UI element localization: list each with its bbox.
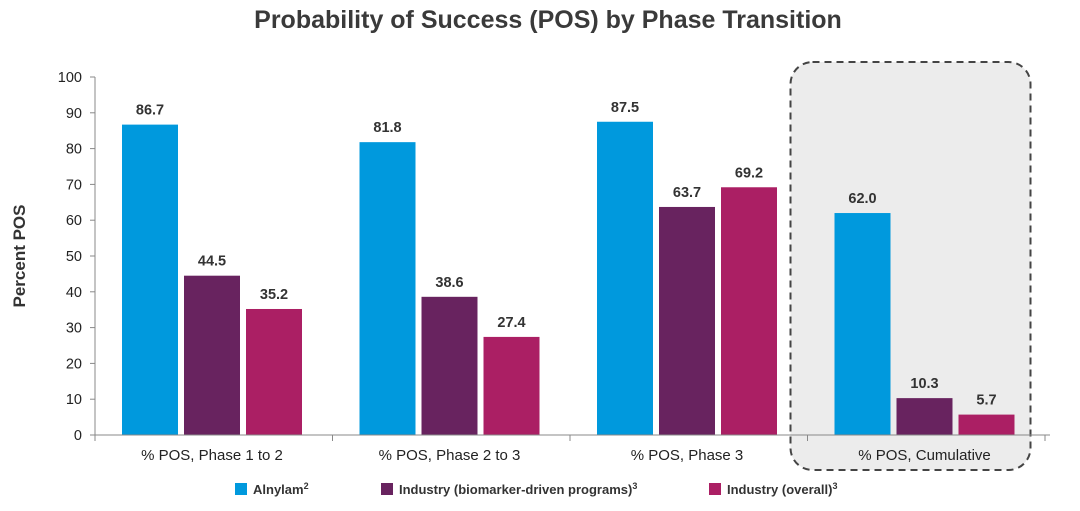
y-tick-label: 0 xyxy=(74,428,82,444)
y-tick-label: 30 xyxy=(66,321,82,337)
data-label: 86.7 xyxy=(136,103,164,119)
x-tick-label: % POS, Cumulative xyxy=(858,447,991,464)
chart-title: Probability of Success (POS) by Phase Tr… xyxy=(254,6,842,34)
bar xyxy=(659,206,715,435)
y-tick-label: 60 xyxy=(66,213,82,229)
data-label: 69.2 xyxy=(735,165,763,181)
data-label: 63.7 xyxy=(673,185,701,201)
legend-swatch xyxy=(709,483,721,495)
data-label: 87.5 xyxy=(611,100,639,116)
y-tick-label: 10 xyxy=(66,392,82,408)
data-label: 35.2 xyxy=(260,287,288,303)
y-tick-label: 90 xyxy=(66,106,82,122)
bar xyxy=(721,187,777,435)
legend-entry: Industry (biomarker-driven programs)3 xyxy=(399,481,637,497)
x-tick-label: % POS, Phase 3 xyxy=(631,447,744,464)
data-label: 27.4 xyxy=(497,315,525,331)
data-label: 38.6 xyxy=(435,275,463,291)
legend-entry: Industry (overall)3 xyxy=(727,481,837,497)
legend-entry: Alnylam2 xyxy=(253,481,309,497)
bar xyxy=(246,308,302,435)
y-tick-label: 20 xyxy=(66,356,82,372)
data-label: 10.3 xyxy=(910,376,938,392)
y-axis-label: Percent POS xyxy=(10,205,29,308)
bar xyxy=(483,336,540,435)
y-tick-label: 70 xyxy=(66,177,82,193)
bar xyxy=(421,296,478,435)
x-tick-label: % POS, Phase 1 to 2 xyxy=(141,447,283,464)
data-label: 5.7 xyxy=(976,393,996,409)
y-tick-label: 40 xyxy=(66,285,82,301)
bar xyxy=(184,275,240,435)
legend-swatch xyxy=(381,483,393,495)
y-tick-label: 50 xyxy=(66,249,82,265)
bar xyxy=(958,414,1015,435)
bar xyxy=(359,142,416,435)
bar xyxy=(597,121,653,435)
legend-swatch xyxy=(235,483,247,495)
bar xyxy=(834,213,891,435)
y-tick-label: 100 xyxy=(58,70,82,86)
data-label: 81.8 xyxy=(373,120,401,136)
x-tick-label: % POS, Phase 2 to 3 xyxy=(379,447,521,464)
y-tick-label: 80 xyxy=(66,142,82,158)
bar xyxy=(122,124,178,435)
data-label: 44.5 xyxy=(198,254,226,270)
data-label: 62.0 xyxy=(848,191,876,207)
bar xyxy=(896,398,953,435)
